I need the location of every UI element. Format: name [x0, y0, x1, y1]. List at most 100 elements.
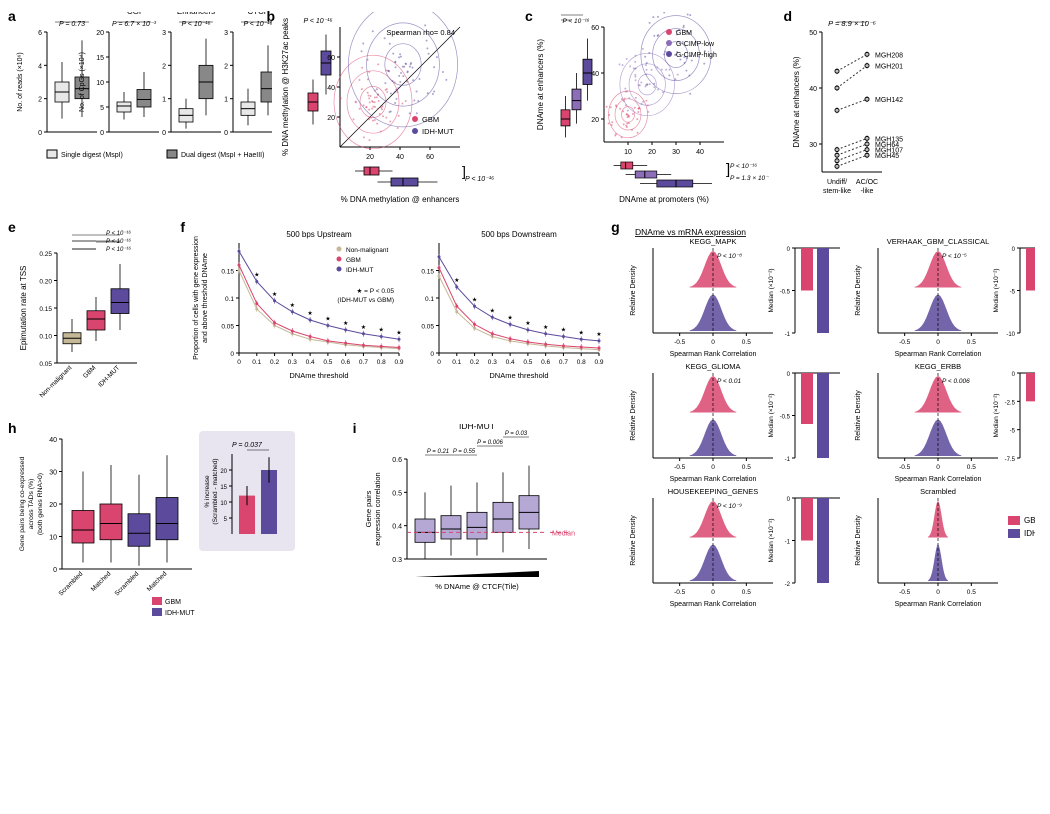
svg-text:★: ★ — [561, 327, 566, 334]
svg-text:0.6: 0.6 — [541, 359, 550, 366]
svg-text:-0.5: -0.5 — [674, 589, 686, 596]
svg-text:0: 0 — [711, 339, 715, 346]
svg-text:6: 6 — [38, 30, 42, 37]
svg-text:0: 0 — [711, 589, 715, 596]
svg-text:and above threshold DNAme: and above threshold DNAme — [202, 253, 209, 343]
svg-text:★: ★ — [343, 320, 348, 327]
svg-text:★: ★ — [508, 314, 513, 321]
panel-e-svg: 0.050.100.150.200.25P < 10⁻¹⁶P < 10⁻¹⁶P … — [12, 223, 152, 413]
panel-a-svg: 0246P = 0.73No. of reads (×10⁶)05101520C… — [12, 12, 272, 192]
svg-text:-0.5: -0.5 — [899, 339, 911, 346]
svg-text:DNAme at enhancers (%): DNAme at enhancers (%) — [792, 56, 801, 147]
panel-h: h 010203040ScrambledMatchedScrambledMatc… — [12, 424, 349, 627]
svg-text:Spearman Rank Correlation: Spearman Rank Correlation — [895, 476, 982, 483]
svg-text:0: 0 — [936, 589, 940, 596]
panel-f-label: f — [180, 219, 185, 235]
svg-text:0.25: 0.25 — [39, 251, 52, 258]
svg-text:★: ★ — [326, 316, 331, 323]
svg-text:0: 0 — [162, 130, 166, 137]
svg-text:Median: Median — [552, 530, 575, 537]
svg-text:20: 20 — [591, 117, 599, 124]
svg-text:0.4: 0.4 — [392, 524, 402, 531]
svg-text:0.6: 0.6 — [392, 457, 402, 464]
svg-text:Matched: Matched — [90, 570, 113, 593]
svg-text:0.5: 0.5 — [324, 359, 333, 366]
svg-text:20: 20 — [367, 154, 375, 161]
svg-text:0.15: 0.15 — [39, 306, 52, 313]
svg-text:P < 10⁻¹⁶: P < 10⁻¹⁶ — [106, 230, 131, 237]
svg-text:MGH45: MGH45 — [875, 153, 899, 160]
svg-text:P = 8.9 × 10⁻⁶: P = 8.9 × 10⁻⁶ — [829, 19, 877, 28]
svg-text:Relative Density: Relative Density — [630, 390, 637, 441]
svg-text:0: 0 — [787, 497, 791, 503]
svg-text:-0.5: -0.5 — [674, 464, 686, 471]
svg-text:(IDH-MUT vs GBM): (IDH-MUT vs GBM) — [338, 297, 395, 304]
svg-text:Relative Density: Relative Density — [855, 515, 862, 566]
panel-g: g DNAme vs mRNA expression-0.500.5KEGG_M… — [615, 223, 1038, 627]
svg-text:0: 0 — [53, 567, 57, 574]
panel-b: b P < 10⁻¹⁶204060204060Spearman rho= 0.8… — [270, 12, 521, 215]
panel-d: d 304050MGH208MGH201MGH142MGH135MGH64MGH… — [787, 12, 1038, 215]
svg-text:(both genes RNA>0): (both genes RNA>0) — [37, 473, 44, 535]
svg-text:Spearman rho= 0.84: Spearman rho= 0.84 — [387, 28, 456, 37]
svg-text:-1: -1 — [785, 332, 791, 338]
panel-a: a 0246P = 0.73No. of reads (×10⁶)0510152… — [12, 12, 262, 215]
svg-text:50: 50 — [810, 30, 818, 37]
svg-text:G-CIMP-high: G-CIMP-high — [676, 52, 717, 59]
panel-b-svg: P < 10⁻¹⁶204060204060Spearman rho= 0.84P… — [270, 12, 510, 212]
svg-text:-2: -2 — [785, 582, 791, 588]
svg-text:0.10: 0.10 — [39, 334, 52, 341]
svg-text:Gene pairs being co-expressed: Gene pairs being co-expressed — [19, 457, 26, 552]
svg-text:Proportion of cells with gene: Proportion of cells with gene expression — [193, 236, 200, 360]
svg-text:2: 2 — [224, 63, 228, 70]
svg-text:MGH208: MGH208 — [875, 52, 903, 59]
svg-text:0.2: 0.2 — [270, 359, 279, 366]
svg-text:0: 0 — [936, 339, 940, 346]
svg-text:Median (×10⁻²): Median (×10⁻²) — [993, 393, 1000, 437]
svg-text:-0.5: -0.5 — [674, 339, 686, 346]
svg-text:★: ★ — [379, 327, 384, 334]
svg-text:P < 10⁻⁸: P < 10⁻⁸ — [717, 253, 742, 260]
svg-text:No. of reads (×10⁶): No. of reads (×10⁶) — [17, 52, 24, 112]
panel-i: i 0.30.40.50.6MedianP = 0.21P = 0.55P = … — [357, 424, 608, 627]
svg-text:-1: -1 — [785, 457, 791, 463]
svg-text:2: 2 — [162, 63, 166, 70]
svg-text:0: 0 — [787, 247, 791, 253]
svg-text:-0.5: -0.5 — [899, 589, 911, 596]
svg-text:DNAme threshold: DNAme threshold — [490, 371, 549, 380]
svg-text:500 bps Upstream: 500 bps Upstream — [287, 230, 353, 239]
svg-text:60: 60 — [328, 55, 336, 62]
svg-text:P = 1.3 × 10⁻¹⁵: P = 1.3 × 10⁻¹⁵ — [730, 175, 769, 182]
svg-text:P < 10⁻¹⁶: P < 10⁻¹⁶ — [730, 163, 757, 170]
svg-text:KEGG_ERBB: KEGG_ERBB — [915, 362, 961, 371]
svg-text:★: ★ — [454, 277, 459, 284]
svg-text:Non-malignant: Non-malignant — [346, 247, 388, 254]
panel-c-label: c — [525, 8, 533, 24]
svg-text:(Scrambled - matched): (Scrambled - matched) — [212, 458, 219, 524]
svg-text:HOUSEKEEPING_GENES: HOUSEKEEPING_GENES — [668, 487, 758, 496]
svg-text:Spearman Rank Correlation: Spearman Rank Correlation — [895, 351, 982, 358]
svg-text:0.1: 0.1 — [453, 359, 462, 366]
svg-text:Median (×10⁻²): Median (×10⁻²) — [993, 268, 1000, 312]
panel-d-svg: 304050MGH208MGH201MGH142MGH135MGH64MGH10… — [787, 12, 967, 212]
svg-text:% DNA methylation @ H3K27ac pe: % DNA methylation @ H3K27ac peaks — [281, 18, 290, 156]
svg-text:0.05: 0.05 — [39, 361, 52, 368]
svg-text:★: ★ — [472, 296, 477, 303]
svg-text:Spearman Rank Correlation: Spearman Rank Correlation — [670, 476, 757, 483]
svg-text:40: 40 — [328, 85, 336, 92]
svg-text:★: ★ — [308, 310, 313, 317]
svg-text:Median (×10⁻²): Median (×10⁻²) — [768, 518, 775, 562]
svg-text:expression correlation: expression correlation — [373, 472, 382, 545]
svg-text:500 bps Downstream: 500 bps Downstream — [482, 230, 558, 239]
panel-e-label: e — [8, 219, 16, 235]
svg-text:10: 10 — [96, 80, 104, 87]
svg-text:0.5: 0.5 — [742, 464, 751, 471]
svg-text:IDH-MUT: IDH-MUT — [165, 610, 195, 617]
svg-text:0.3: 0.3 — [392, 557, 402, 564]
svg-text:DNAme at enhancers (%): DNAme at enhancers (%) — [536, 39, 545, 130]
svg-text:★ = P < 0.05: ★ = P < 0.05 — [357, 287, 395, 295]
svg-text:★: ★ — [272, 291, 277, 298]
svg-text:P = 0.55: P = 0.55 — [453, 449, 476, 455]
svg-text:-like: -like — [861, 188, 874, 195]
svg-text:AC/OC: AC/OC — [856, 179, 878, 186]
